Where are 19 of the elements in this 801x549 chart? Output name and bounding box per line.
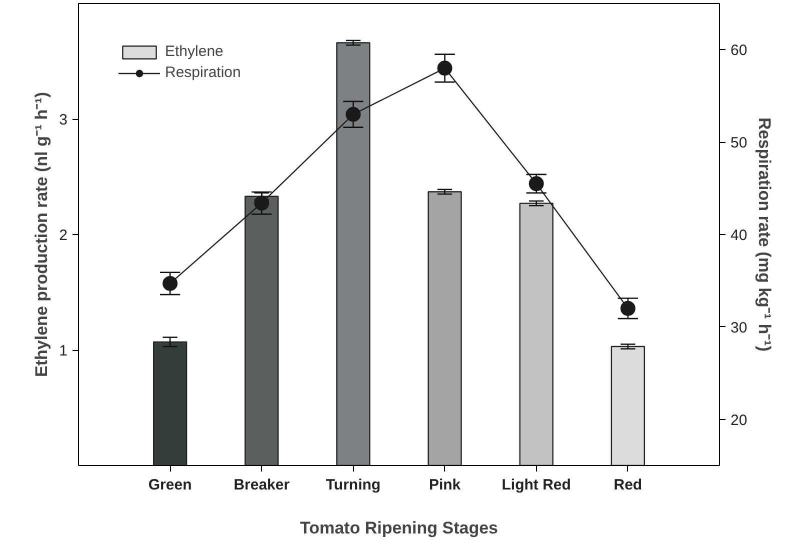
- y2-tick-label: 50: [730, 134, 748, 152]
- x-axis-title: Tomato Ripening Stages: [300, 518, 498, 538]
- x-tick-label: Pink: [428, 476, 462, 494]
- y2-tick-label: 20: [730, 412, 748, 429]
- y-axis-title: Ethylene production rate (nl g⁻¹ h⁻¹): [32, 92, 52, 377]
- x-tick-label: Green: [148, 476, 192, 494]
- y-tick-label: 3: [59, 112, 68, 128]
- y2-tick-label: 60: [730, 42, 748, 60]
- x-tick-label: Red: [614, 476, 642, 494]
- legend-label: Respiration: [165, 64, 241, 81]
- y2-tick-label: 30: [730, 319, 748, 336]
- x-tick-label: Turning: [326, 476, 381, 494]
- x-tick-label: Light Red: [502, 476, 571, 494]
- y2-tick-label: 40: [730, 227, 748, 244]
- x-tick-label: Breaker: [234, 476, 290, 494]
- y-tick-label: 1: [59, 342, 68, 360]
- y2-axis-title: Respiration rate (mg kg⁻¹ h⁻¹): [755, 118, 774, 352]
- y-tick-label: 2: [59, 227, 68, 244]
- legend-label: Ethylene: [165, 43, 224, 60]
